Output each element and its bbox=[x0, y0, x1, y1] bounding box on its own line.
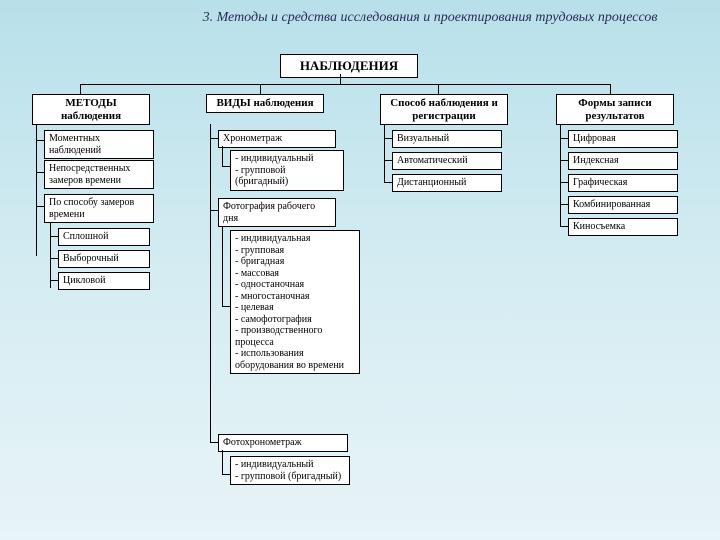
node-direct: Непосредственных замеров времени bbox=[44, 160, 154, 189]
connector bbox=[222, 166, 230, 167]
connector bbox=[222, 146, 223, 166]
node-byway: По способу замеров времени bbox=[44, 194, 154, 223]
connector bbox=[50, 258, 58, 259]
connector bbox=[36, 124, 37, 256]
node-photochrono-sub: - индивидуальный - групповой (бригадный) bbox=[230, 456, 350, 485]
connector bbox=[560, 160, 568, 161]
col-methods-header: МЕТОДЫ наблюдения bbox=[32, 94, 150, 125]
node-chrono-sub: - индивидуальный - групповой (бригадный) bbox=[230, 150, 344, 191]
connector bbox=[210, 442, 218, 443]
connector bbox=[50, 222, 51, 288]
connector bbox=[210, 138, 218, 139]
connector bbox=[560, 138, 568, 139]
connector bbox=[210, 210, 218, 211]
connector bbox=[340, 74, 341, 84]
connector bbox=[222, 450, 223, 474]
col-forms-header: Формы записи результатов bbox=[556, 94, 674, 125]
connector bbox=[80, 84, 81, 94]
node-film: Киносъемка bbox=[568, 218, 678, 236]
connector bbox=[560, 182, 568, 183]
connector bbox=[36, 206, 44, 207]
connector bbox=[222, 474, 230, 475]
node-auto: Автоматический bbox=[392, 152, 502, 170]
node-graphic: Графическая bbox=[568, 174, 678, 192]
node-photo-sub: - индивидуальная - групповая - бригадная… bbox=[230, 230, 360, 374]
connector bbox=[610, 84, 611, 94]
node-visual: Визуальный bbox=[392, 130, 502, 148]
node-continuous: Сплошной bbox=[58, 228, 150, 246]
connector bbox=[560, 124, 561, 226]
node-photochrono: Фотохронометраж bbox=[218, 434, 348, 452]
connector bbox=[222, 226, 223, 306]
connector bbox=[384, 124, 385, 182]
connector bbox=[36, 140, 44, 141]
connector bbox=[260, 84, 261, 94]
col-types-header: ВИДЫ наблюдения bbox=[206, 94, 324, 113]
root-node: НАБЛЮДЕНИЯ bbox=[280, 54, 418, 78]
connector bbox=[50, 236, 58, 237]
connector bbox=[80, 84, 610, 85]
node-selective: Выборочный bbox=[58, 250, 150, 268]
connector bbox=[384, 160, 392, 161]
col-observe-header: Способ наблюдения и регистрации bbox=[380, 94, 508, 125]
connector bbox=[222, 306, 230, 307]
connector bbox=[438, 84, 439, 94]
connector bbox=[560, 226, 568, 227]
connector bbox=[384, 138, 392, 139]
node-combined: Комбинированная bbox=[568, 196, 678, 214]
connector bbox=[36, 172, 44, 173]
connector bbox=[50, 280, 58, 281]
node-photo: Фотография рабочего дня bbox=[218, 198, 336, 227]
page-title: 3. Методы и средства исследования и прое… bbox=[0, 0, 720, 30]
node-cyclic: Цикловой bbox=[58, 272, 150, 290]
connector bbox=[384, 182, 392, 183]
connector bbox=[560, 204, 568, 205]
node-moment: Моментных наблюдений bbox=[44, 130, 154, 159]
node-dist: Дистанционный bbox=[392, 174, 502, 192]
node-index: Индексная bbox=[568, 152, 678, 170]
connector bbox=[210, 124, 211, 442]
node-digital: Цифровая bbox=[568, 130, 678, 148]
node-chrono: Хронометраж bbox=[218, 130, 336, 148]
